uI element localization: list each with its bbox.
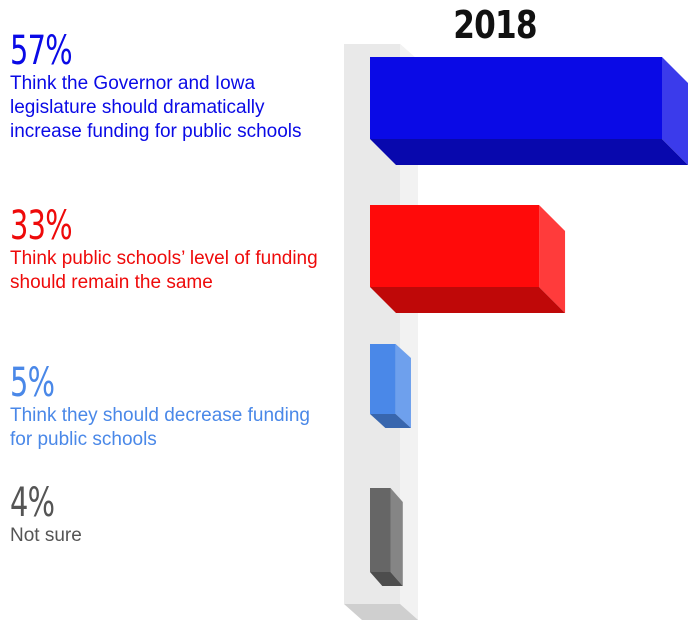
bar: [370, 488, 391, 572]
bar-bottom: [370, 572, 403, 586]
value-label: 57%: [10, 28, 73, 74]
chart-title: 2018: [453, 3, 537, 47]
category-label: Think they should decrease funding for p…: [10, 405, 310, 450]
value-label: 33%: [10, 203, 73, 249]
shelf-base: [344, 604, 418, 620]
value-label: 4%: [10, 480, 55, 526]
bar-bottom: [370, 139, 688, 165]
bar: [370, 344, 396, 414]
category-block-decrease: 5% Think they should decrease funding fo…: [10, 362, 330, 452]
bar-side: [395, 344, 411, 428]
category-block-not-sure: 4% Not sure: [10, 482, 330, 548]
bar-side: [390, 488, 403, 586]
category-label: Not sure: [10, 525, 82, 546]
category-block-increase: 57% Think the Governor and Iowa legislat…: [10, 30, 330, 144]
bar-bottom: [370, 414, 411, 428]
bar-side: [662, 57, 688, 165]
category-label: Think the Governor and Iowa legislature …: [10, 73, 302, 142]
shelf-back: [344, 44, 418, 620]
bar-side: [539, 205, 566, 313]
category-label: Think public schools’ level of funding s…: [10, 248, 318, 293]
bar: [370, 205, 540, 287]
bar-bottom: [370, 287, 566, 313]
bar: [370, 57, 662, 139]
value-label: 5%: [10, 360, 55, 406]
category-block-same: 33% Think public schools’ level of fundi…: [10, 205, 330, 295]
shelf-side: [400, 44, 418, 620]
